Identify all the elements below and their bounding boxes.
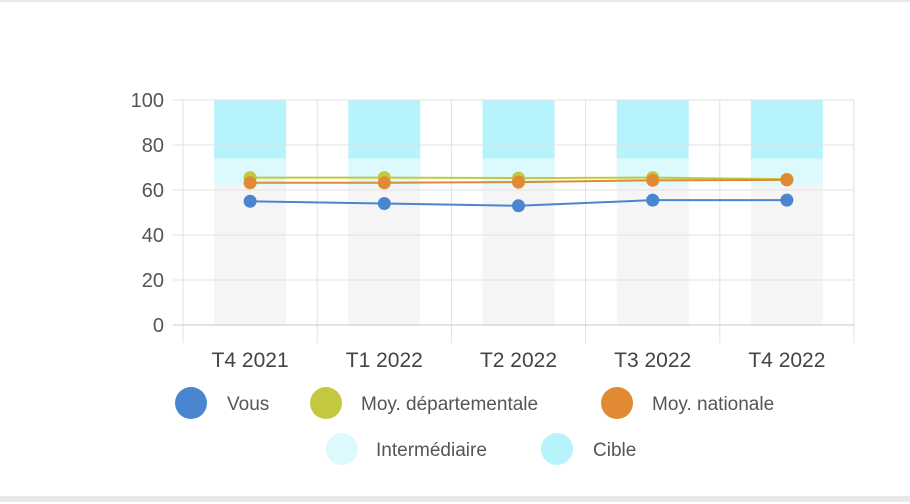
band-base-column xyxy=(214,185,287,325)
series-point xyxy=(780,173,794,187)
series-point xyxy=(646,193,660,207)
legend-label: Vous xyxy=(227,394,269,415)
series-point xyxy=(512,199,525,213)
y-tick-label: 20 xyxy=(142,270,164,292)
band-cible-column xyxy=(482,100,555,159)
band-cible-column xyxy=(750,100,823,159)
legend-label: Intermédiaire xyxy=(376,440,487,461)
series-point xyxy=(512,175,525,189)
series-point xyxy=(377,176,391,190)
band-base-column xyxy=(616,185,689,325)
legend-marker xyxy=(541,433,573,465)
legend-label: Cible xyxy=(593,440,636,461)
legend-marker xyxy=(601,387,633,419)
x-tick-label: T1 2022 xyxy=(346,349,423,372)
axis-layer: 0 20 40 60 80 100 T4 2021 T1 2022 T2 2022 T3 2022… xyxy=(131,90,854,372)
y-tick-label: 40 xyxy=(142,225,164,247)
legend: Vous Moy. départementale Moy. nationale Int… xyxy=(175,387,774,465)
x-tick-label: T2 2022 xyxy=(480,349,557,372)
x-tick-label: T4 2022 xyxy=(748,349,825,372)
legend-label: Moy. nationale xyxy=(652,394,774,415)
y-tick-label: 0 xyxy=(153,315,164,337)
series-point xyxy=(243,194,257,208)
legend-marker xyxy=(326,433,358,465)
x-tick-label: T4 2021 xyxy=(212,349,289,372)
x-tick-label: T3 2022 xyxy=(614,349,691,372)
legend-marker xyxy=(310,387,342,419)
y-tick-label: 100 xyxy=(131,90,164,112)
series-point xyxy=(377,197,391,210)
y-tick-label: 80 xyxy=(142,135,164,157)
band-cible-column xyxy=(348,100,421,159)
band-cible-column xyxy=(214,100,287,159)
bands-layer xyxy=(214,100,823,325)
y-tick-label: 60 xyxy=(142,180,164,202)
series-layer xyxy=(243,171,794,213)
band-cible-column xyxy=(616,100,689,159)
series-point xyxy=(780,193,794,207)
series-point xyxy=(243,176,257,190)
band-base-column xyxy=(750,185,823,325)
legend-label: Moy. départementale xyxy=(361,394,538,415)
legend-marker xyxy=(175,387,207,419)
series-point xyxy=(646,173,660,187)
